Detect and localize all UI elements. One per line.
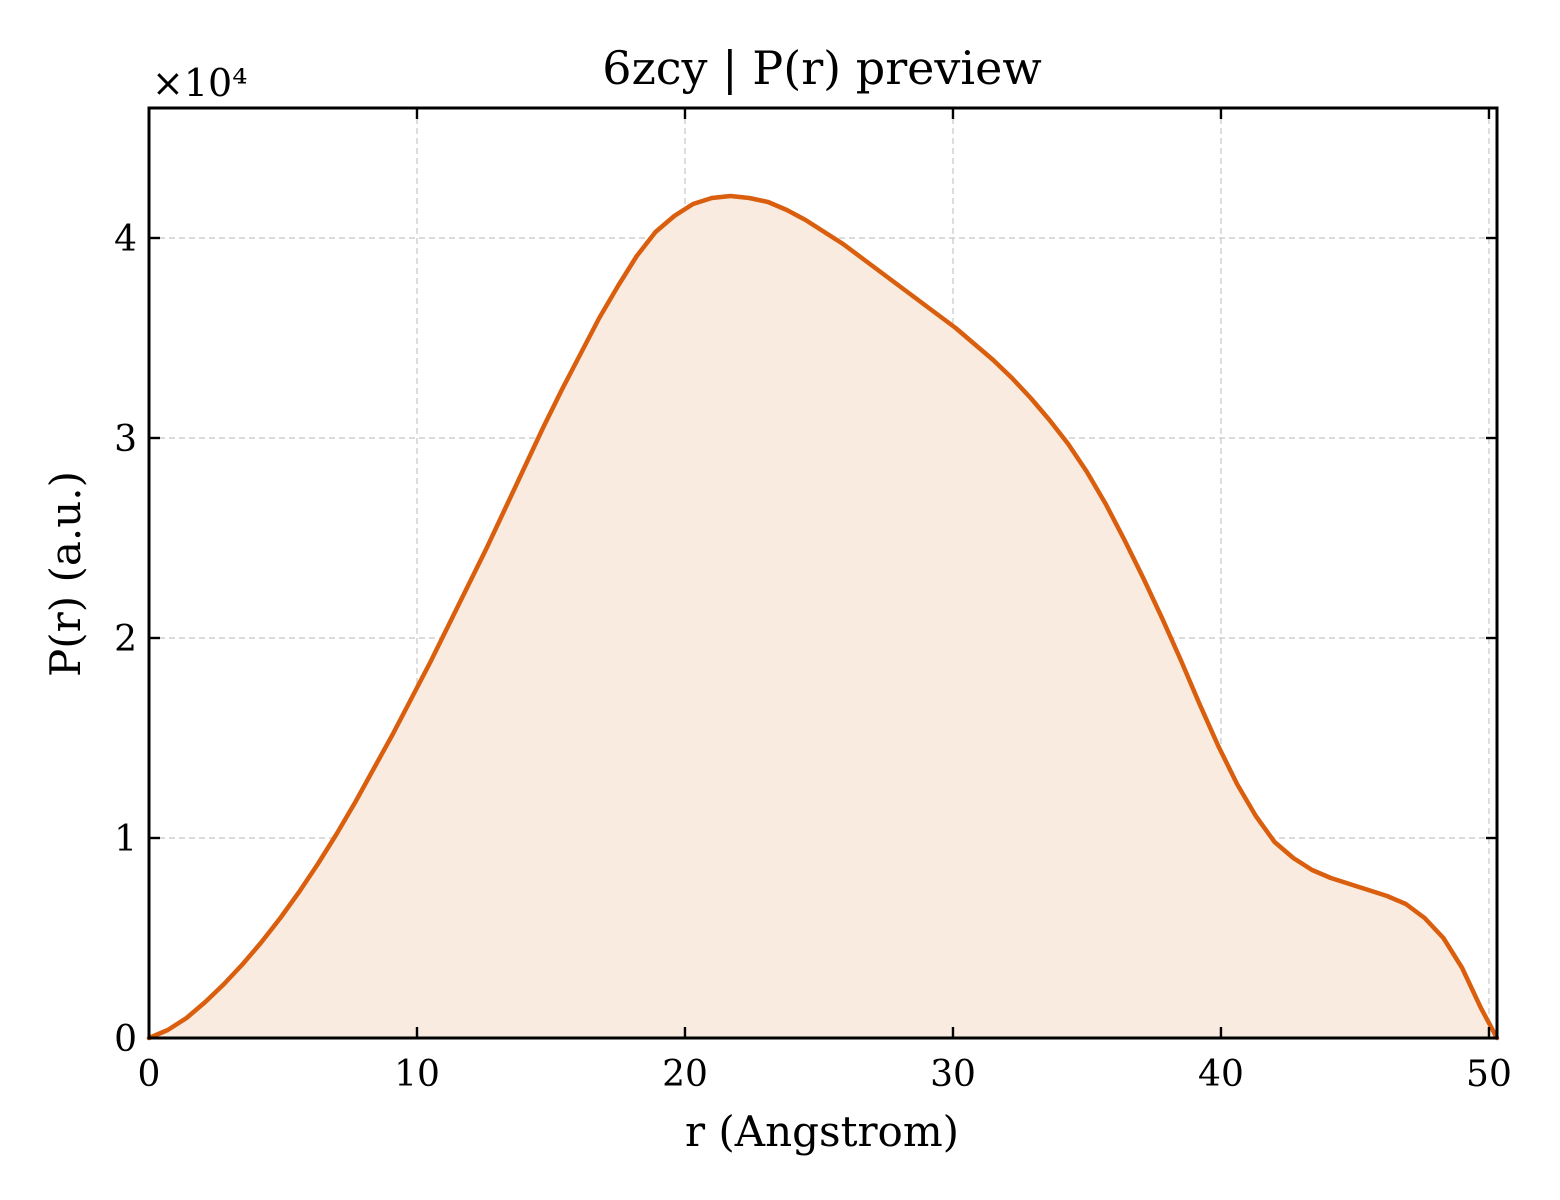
tick-label-layer: 0 10 20 30 40 50 0 1 2 3 4 [114, 219, 1512, 1095]
y-axis-title: P(r) (a.u.) [41, 471, 90, 677]
y-tick-label: 0 [114, 1019, 137, 1060]
x-tick-label: 30 [930, 1054, 976, 1095]
y-tick-label: 2 [114, 619, 137, 660]
x-tick-label: 0 [138, 1054, 161, 1095]
x-tick-label: 50 [1466, 1054, 1512, 1095]
pr-series-line [146, 193, 1500, 1041]
x-tick-label: 10 [394, 1054, 440, 1095]
pr-area-fill [149, 196, 1497, 1038]
y-tick-label: 1 [114, 819, 137, 860]
y-tick-label: 3 [114, 419, 137, 460]
x-axis-title: r (Angstrom) [685, 1107, 959, 1156]
x-tick-label: 40 [1198, 1054, 1244, 1095]
y-tick-label: 4 [114, 219, 137, 260]
plot-frame [147, 106, 1499, 1040]
chart-title: 6zcy | P(r) preview [602, 41, 1041, 95]
x-tick-label: 20 [662, 1054, 708, 1095]
y-multiplier-label: ×10⁴ [152, 61, 247, 105]
